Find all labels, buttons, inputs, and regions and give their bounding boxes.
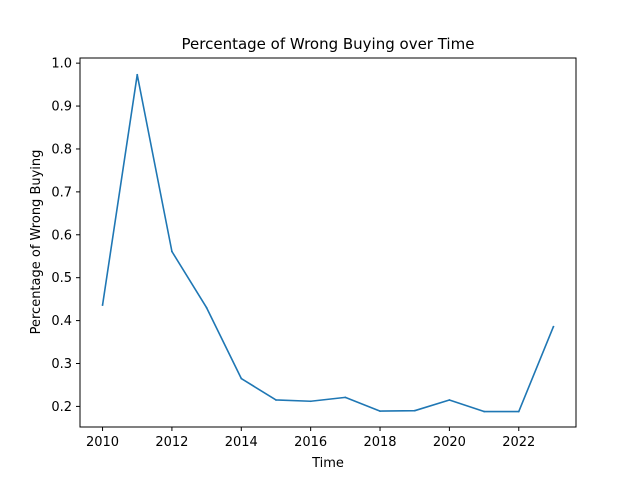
data-point [136,73,139,76]
data-point [483,410,485,413]
data-point [101,304,104,307]
y-tick-label: 0.3 [51,357,72,372]
x-tick-label: 2020 [433,435,466,450]
series-layer [101,73,555,413]
data-point [413,409,416,412]
x-tick-label: 2012 [155,435,188,450]
data-point [205,306,208,309]
x-axis-ticks: 2010 2012 2014 2016 2018 2020 2022 [86,427,535,450]
y-tick-label: 0.9 [51,100,72,115]
data-point [275,399,277,401]
x-axis-label: Time [311,456,344,471]
data-point [309,400,312,403]
x-tick-label: 2022 [502,435,535,450]
plot-area-frame [79,57,577,428]
data-point [448,399,451,401]
x-tick-label: 2016 [294,435,327,450]
chart-title: Percentage of Wrong Buying over Time [182,35,475,53]
data-point [379,410,381,413]
x-tick-label: 2014 [225,435,258,450]
y-tick-label: 0.8 [51,142,72,157]
x-tick-label: 2018 [363,435,396,450]
y-tick-label: 0.4 [51,314,72,329]
data-point [240,377,243,380]
y-tick-label: 1.0 [51,57,72,72]
data-point [517,410,520,413]
x-tick-label: 2010 [86,435,119,450]
y-tick-label: 0.6 [51,228,72,243]
y-axis-label: Percentage of Wrong Buying [29,150,44,335]
data-point [171,250,173,253]
y-tick-label: 0.7 [51,185,72,200]
series-line [101,73,555,413]
data-point [552,325,555,328]
y-tick-label: 0.5 [51,271,72,286]
y-tick-label: 0.2 [51,400,72,415]
y-axis-ticks: 0.2 0.3 0.4 0.5 0.6 0.7 0.8 0.9 1.0 [51,57,80,415]
data-point [344,396,347,399]
